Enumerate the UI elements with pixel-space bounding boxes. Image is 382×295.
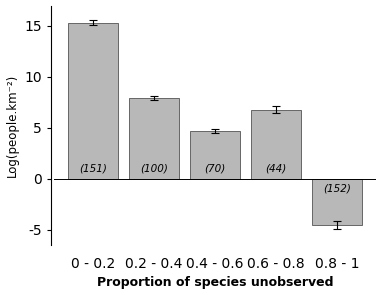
Bar — [251, 109, 301, 179]
X-axis label: Proportion of species unobserved: Proportion of species unobserved — [97, 276, 333, 289]
Bar — [312, 179, 362, 225]
Text: (70): (70) — [204, 164, 226, 174]
Bar — [129, 98, 179, 179]
Text: (151): (151) — [79, 164, 107, 174]
Y-axis label: Log(people.km⁻²): Log(people.km⁻²) — [6, 74, 19, 177]
Text: (44): (44) — [265, 164, 286, 174]
Text: (152): (152) — [323, 184, 351, 194]
Bar — [190, 131, 240, 179]
Text: (100): (100) — [140, 164, 168, 174]
Bar — [68, 23, 118, 179]
